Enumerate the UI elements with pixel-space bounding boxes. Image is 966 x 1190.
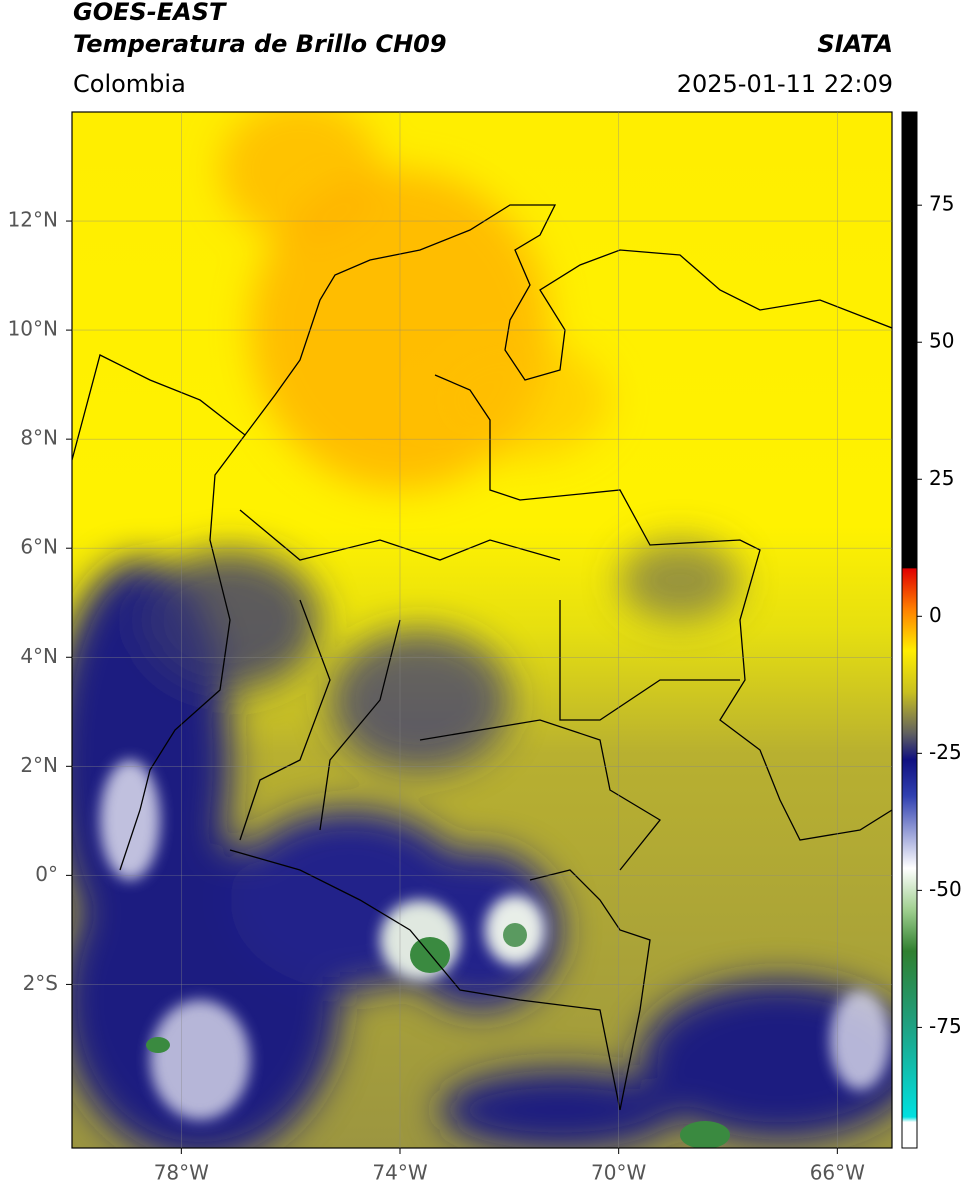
datetime: 2025-01-11 22:09 bbox=[676, 70, 893, 98]
colorbar-tick-label: -50 bbox=[929, 877, 962, 901]
colorbar-tick-label: -75 bbox=[929, 1014, 962, 1038]
y-tick-label: 12°N bbox=[8, 208, 58, 232]
y-tick-label: 8°N bbox=[20, 426, 58, 450]
title: GOES-EAST bbox=[73, 0, 226, 26]
y-tick-label: 4°N bbox=[20, 644, 58, 668]
y-tick-label: 10°N bbox=[8, 317, 58, 341]
colorbar-tick-label: 50 bbox=[929, 329, 954, 353]
colorbar-tick-label: -25 bbox=[929, 740, 962, 764]
satellite-image bbox=[72, 112, 892, 1148]
colorbar-tick-label: 25 bbox=[929, 466, 954, 490]
map-frame bbox=[71, 111, 893, 1149]
y-tick-label: 2°N bbox=[20, 753, 58, 777]
colorbar bbox=[901, 111, 918, 1149]
x-tick-label: 66°W bbox=[810, 1161, 865, 1185]
colorbar-tick-label: 0 bbox=[929, 603, 942, 627]
x-tick-label: 74°W bbox=[372, 1161, 427, 1185]
source: SIATA bbox=[817, 30, 893, 58]
x-tick-label: 70°W bbox=[591, 1161, 646, 1185]
region: Colombia bbox=[73, 70, 186, 98]
y-tick-label: 6°N bbox=[20, 535, 58, 559]
y-tick-label: 0° bbox=[35, 862, 58, 886]
y-tick-label: 2°S bbox=[23, 971, 58, 995]
subtitle: Temperatura de Brillo CH09 bbox=[73, 30, 447, 58]
x-tick-label: 78°W bbox=[154, 1161, 209, 1185]
colorbar-tick-label: 75 bbox=[929, 192, 954, 216]
